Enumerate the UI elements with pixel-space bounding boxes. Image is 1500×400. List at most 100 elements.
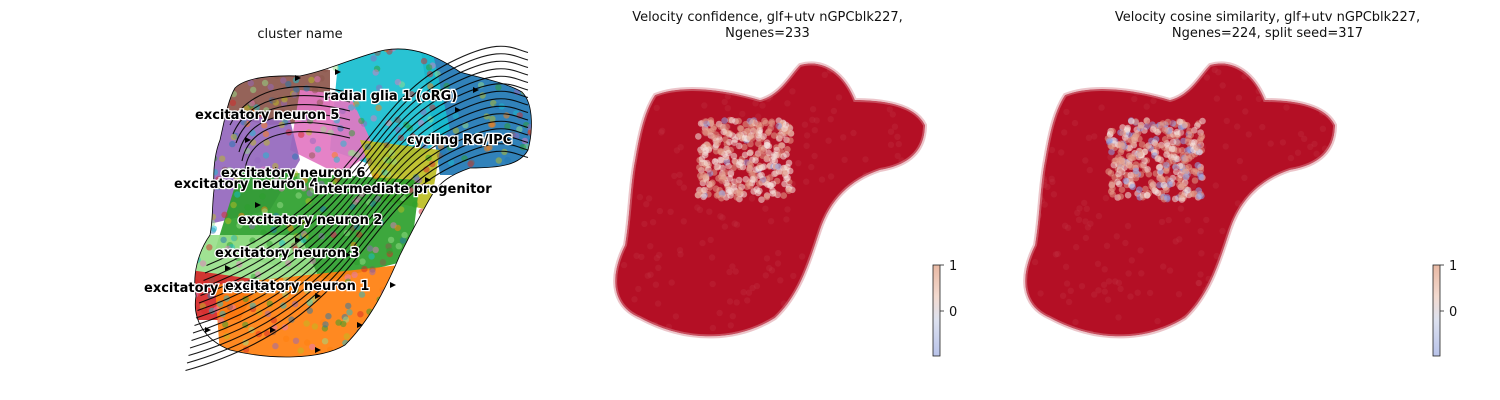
cell-point — [1101, 288, 1108, 295]
cell-point — [437, 143, 445, 150]
cell-point — [488, 334, 495, 342]
cell-point — [1138, 270, 1145, 277]
cell-point — [513, 132, 520, 140]
cell-point — [1318, 182, 1325, 190]
cell-point — [1294, 149, 1302, 156]
cell-point — [452, 289, 460, 297]
cell-point — [431, 314, 438, 321]
cell-point — [1109, 127, 1116, 135]
cell-point — [398, 206, 405, 213]
cell-point — [763, 193, 771, 201]
cell-point — [726, 268, 733, 276]
cell-point — [714, 80, 722, 88]
cell-point — [735, 117, 742, 125]
cell-point — [392, 342, 399, 349]
streamline — [204, 53, 529, 274]
cell-point — [429, 329, 436, 337]
cell-point — [1048, 90, 1055, 97]
cell-point — [1124, 126, 1131, 133]
cell-point — [1235, 94, 1243, 102]
cell-point — [222, 321, 229, 328]
cell-point — [763, 255, 771, 262]
streamline-arrow — [295, 75, 301, 81]
cell-point — [1038, 138, 1046, 145]
cell-point — [1191, 190, 1198, 197]
cell-point — [457, 305, 464, 313]
cell-point — [1245, 131, 1252, 138]
cell-point — [737, 125, 744, 132]
cell-point — [293, 86, 300, 93]
cell-point — [730, 164, 737, 172]
cell-point — [235, 114, 242, 121]
cell-point — [421, 304, 428, 311]
cell-point — [1182, 173, 1190, 181]
cell-point — [1155, 177, 1162, 184]
cell-point — [926, 273, 932, 279]
cell-point — [755, 121, 762, 128]
cell-point — [1313, 187, 1320, 194]
cell-point — [733, 299, 740, 306]
cell-point — [739, 110, 746, 118]
cell-point — [1182, 155, 1189, 163]
cell-point — [261, 208, 268, 215]
cell-point — [276, 201, 284, 209]
cell-point — [1085, 134, 1093, 141]
cell-point — [353, 248, 360, 256]
cell-point — [716, 309, 723, 317]
cell-point — [701, 102, 708, 109]
cell-point — [321, 51, 328, 58]
cell-point — [464, 137, 471, 144]
cell-point — [321, 358, 327, 364]
cell-point — [1255, 234, 1262, 242]
cell-point — [760, 149, 767, 156]
cell-point — [194, 76, 197, 84]
cell-point — [1048, 146, 1056, 154]
cell-point — [709, 280, 716, 288]
cell-point — [1117, 148, 1125, 156]
cell-point — [746, 134, 753, 141]
cell-point — [327, 129, 334, 136]
cell-point — [652, 281, 660, 288]
cell-point — [752, 131, 759, 138]
cluster-label: excitatory neuron 1 — [225, 279, 369, 294]
cell-point — [833, 250, 841, 257]
cell-point — [268, 179, 275, 186]
colorbar-tick-label: 0 — [1449, 305, 1457, 320]
cell-point — [410, 326, 417, 333]
cell-point — [895, 63, 903, 68]
cell-point — [244, 166, 251, 174]
cell-point — [527, 129, 532, 136]
cell-point — [1331, 107, 1336, 114]
cell-point — [702, 129, 710, 137]
cell-point — [323, 174, 331, 181]
cell-point — [242, 346, 250, 353]
cell-point — [201, 280, 208, 287]
cell-point — [1134, 289, 1141, 296]
cell-point — [317, 60, 324, 68]
cell-point — [1213, 252, 1220, 260]
cell-point — [343, 333, 350, 340]
cell-point — [294, 62, 301, 70]
cell-point — [259, 193, 266, 200]
cell-point — [1197, 166, 1205, 174]
umap-panel: cluster name radial glia 1 (oRG) excitato… — [0, 0, 532, 400]
cell-point — [1194, 122, 1201, 129]
cell-point — [1196, 141, 1203, 148]
cell-point — [250, 86, 257, 94]
cell-point — [1174, 155, 1181, 163]
cell-point — [620, 261, 628, 269]
cell-point — [441, 54, 448, 61]
cell-point — [707, 180, 715, 188]
cell-point — [728, 168, 735, 176]
cell-point — [759, 152, 766, 159]
cell-point — [643, 201, 650, 208]
cell-point — [206, 244, 213, 251]
cell-point — [311, 87, 319, 94]
cell-point — [420, 57, 428, 65]
cell-point — [346, 309, 353, 316]
cell-point — [1169, 174, 1177, 182]
cell-point — [1186, 127, 1193, 135]
cell-point — [1137, 247, 1144, 254]
cell-point — [238, 212, 245, 220]
cell-point — [429, 160, 436, 168]
